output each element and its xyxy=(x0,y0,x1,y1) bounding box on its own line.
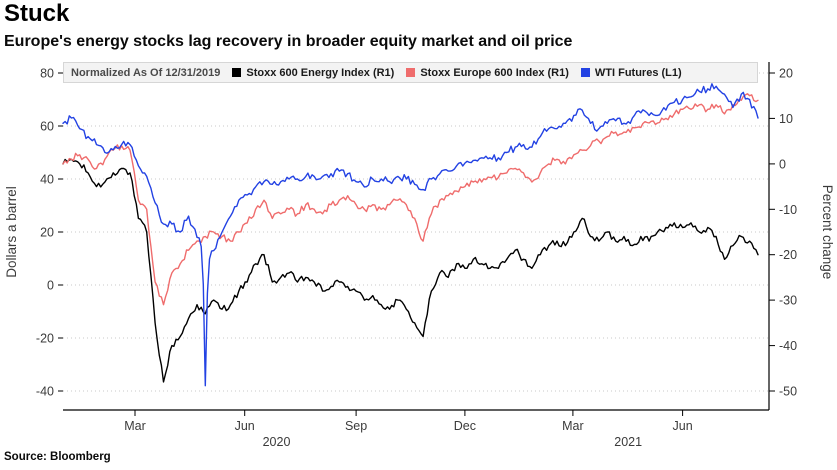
right-axis-title: Percent change xyxy=(820,185,835,280)
left-axis-title: Dollars a barrel xyxy=(4,186,19,278)
x-axis-month-label: Dec xyxy=(454,419,476,433)
x-axis-year-label: 2021 xyxy=(614,435,642,449)
page-title: Stuck xyxy=(4,0,70,27)
chart-layers: 80 60 40 20 0 -20 -40 20 10 0 -10 -20 -30 -40 -50 Mar Ju… xyxy=(36,62,797,449)
x-axis-month-label: Jun xyxy=(235,419,255,433)
right-axis-tick-label: -20 xyxy=(779,248,797,262)
legend-item-stoxx600: Stoxx Europe 600 Index (R1) xyxy=(406,67,569,79)
legend-item-wti: WTI Futures (L1) xyxy=(580,66,682,79)
x-axis-month-label: Sep xyxy=(345,419,367,433)
legend-label-stoxx600: Stoxx Europe 600 Index (R1) xyxy=(420,66,569,79)
series-line-stoxx600 xyxy=(62,93,759,306)
x-axis-year-label: 2020 xyxy=(263,435,291,449)
wti-series-swatch-icon xyxy=(580,68,590,77)
left-axis-tick-label: 80 xyxy=(40,67,54,81)
left-axis-tick-label: 20 xyxy=(40,226,54,240)
series-line-energy xyxy=(62,158,759,383)
chart-legend: Normalized As Of 12/31/2019 Stoxx 600 En… xyxy=(63,62,758,83)
series-line-wti xyxy=(62,83,759,387)
right-axis-tick-label: 10 xyxy=(779,112,793,126)
legend-note: Normalized As Of 12/31/2019 xyxy=(71,66,221,79)
source-note: Source: Bloomberg xyxy=(4,451,111,463)
chart-subtitle: Europe's energy stocks lag recovery in b… xyxy=(4,33,573,50)
left-axis-tick-label: 60 xyxy=(40,120,54,134)
energy-series-swatch-icon xyxy=(232,68,242,77)
stoxx600-series-swatch-icon xyxy=(406,68,416,77)
legend-item-energy: Stoxx 600 Energy Index (R1) xyxy=(232,67,394,79)
left-axis-tick-label: -20 xyxy=(36,332,54,346)
left-axis-tick-label: 0 xyxy=(47,279,54,293)
x-axis-month-label: Mar xyxy=(562,419,584,433)
left-axis-tick-label: 40 xyxy=(40,173,54,187)
right-axis-tick-label: 20 xyxy=(779,67,793,81)
x-axis-month-label: Mar xyxy=(124,419,146,433)
legend-label-wti: WTI Futures (L1) xyxy=(594,66,682,79)
right-axis-tick-label: -50 xyxy=(779,385,797,399)
right-axis-tick-label: -30 xyxy=(779,294,797,308)
right-axis-tick-label: 0 xyxy=(779,157,786,171)
legend-label-energy: Stoxx 600 Energy Index (R1) xyxy=(246,66,395,79)
x-axis-month-label: Jun xyxy=(673,419,693,433)
left-axis-tick-label: -40 xyxy=(36,385,54,399)
right-axis-tick-label: -10 xyxy=(779,203,797,217)
right-axis-tick-label: -40 xyxy=(779,339,797,353)
